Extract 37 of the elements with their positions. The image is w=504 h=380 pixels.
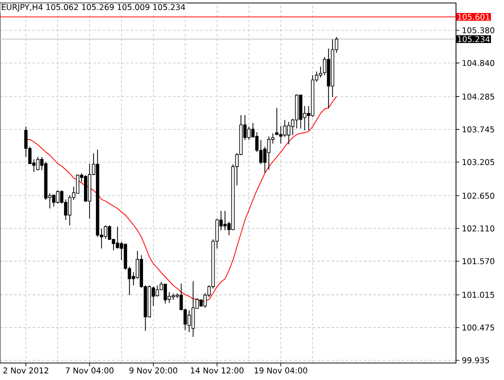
- ref-line-label: 105.601: [458, 14, 490, 20]
- y-tick-label: 100.475: [462, 324, 494, 331]
- y-tick-label: 102.110: [462, 225, 494, 232]
- candlestick: [192, 280, 195, 338]
- y-tick-label: 103.745: [462, 126, 494, 132]
- ref-line-label: 105.234: [458, 36, 490, 42]
- candlestick: [116, 226, 120, 249]
- chart-title: EURJPY,H4 105.062 105.269 105.009 105.234: [2, 4, 186, 12]
- candlestick: [52, 194, 56, 208]
- candlestick: [223, 210, 227, 231]
- candlestick: [56, 190, 60, 204]
- candlestick: [275, 107, 278, 136]
- x-tick-label: 9 Nov 20:00: [129, 367, 178, 374]
- y-tick-label: 103.205: [462, 159, 494, 166]
- y-tick-label: 102.650: [462, 192, 494, 199]
- x-tick-label: 2 Nov 2012: [3, 367, 48, 374]
- candlestick: [287, 121, 290, 145]
- candlestick: [164, 283, 167, 304]
- candlestick: [36, 156, 40, 171]
- y-tick-label: 101.015: [462, 292, 494, 298]
- candlestick: [283, 120, 286, 138]
- x-tick-label: 14 Nov 12:00: [190, 367, 244, 374]
- candlestick: [318, 66, 322, 78]
- candlestick: [188, 310, 191, 332]
- candlestick: [267, 136, 270, 170]
- candlestick: [279, 126, 282, 144]
- y-tick-label: 104.840: [462, 60, 494, 66]
- x-tick-label: 19 Nov 04:00: [254, 367, 308, 374]
- y-tick-label: 104.285: [462, 94, 494, 100]
- candlestick: [68, 194, 72, 226]
- y-tick-label: 101.570: [462, 258, 494, 264]
- candlestick: [156, 285, 159, 297]
- candlestick: [76, 174, 80, 194]
- y-tick-label: 99.935: [462, 357, 490, 364]
- candlestick: [247, 126, 251, 140]
- x-tick-label: 7 Nov 04:00: [66, 367, 114, 374]
- y-tick-label: 105.380: [462, 27, 494, 34]
